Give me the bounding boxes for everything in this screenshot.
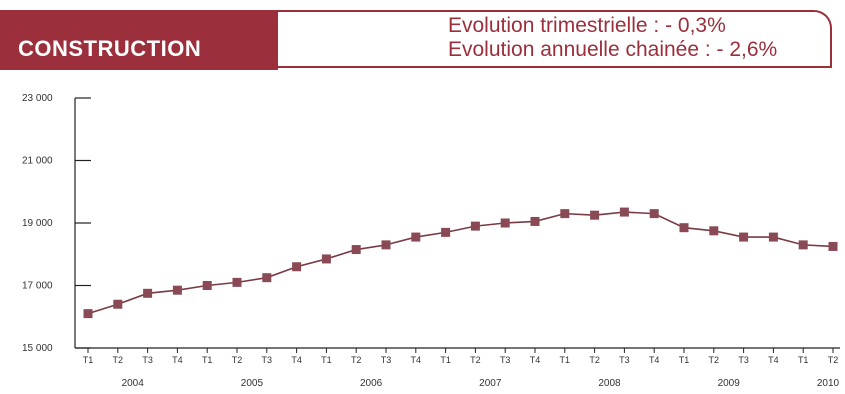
x-tick-label: T4	[411, 355, 422, 365]
annual-evolution: Evolution annuelle chainée : - 2,6%	[448, 38, 778, 61]
x-tick-label: T1	[679, 355, 690, 365]
data-point	[441, 227, 451, 237]
y-tick-label: 21 000	[22, 156, 53, 167]
data-point	[232, 277, 242, 287]
data-point	[470, 221, 480, 231]
x-tick-label: T1	[83, 355, 94, 365]
chart-header: CONSTRUCTION Evolution trimestrielle : -…	[0, 0, 845, 72]
year-label: 2006	[360, 378, 383, 389]
data-point	[768, 232, 778, 242]
data-point	[143, 288, 153, 298]
data-point	[351, 245, 361, 255]
x-tick-label: T4	[768, 355, 779, 365]
data-point	[113, 299, 123, 309]
year-label: 2007	[479, 378, 502, 389]
x-tick-label: T2	[470, 355, 481, 365]
year-label: 2008	[598, 378, 621, 389]
x-tick-label: T4	[649, 355, 660, 365]
year-label: 2009	[718, 378, 741, 389]
quarterly-evolution: Evolution trimestrielle : - 0,3%	[448, 14, 726, 37]
data-point	[381, 240, 391, 250]
title-banner: CONSTRUCTION	[0, 10, 278, 70]
data-point	[798, 240, 808, 250]
data-point	[530, 216, 540, 226]
data-point	[411, 232, 421, 242]
x-tick-label: T1	[560, 355, 571, 365]
x-tick-label: T3	[381, 355, 392, 365]
y-tick-label: 15 000	[22, 343, 53, 354]
data-point	[202, 281, 212, 290]
data-point	[292, 262, 302, 272]
x-tick-label: T4	[291, 355, 302, 365]
x-tick-label: T2	[828, 355, 839, 365]
x-tick-label: T2	[709, 355, 720, 365]
x-tick-label: T2	[589, 355, 600, 365]
sector-title: CONSTRUCTION	[18, 36, 202, 61]
x-tick-label: T3	[262, 355, 273, 365]
data-point	[709, 226, 719, 236]
x-tick-label: T2	[351, 355, 362, 365]
x-tick-label: T3	[142, 355, 153, 365]
data-point	[649, 209, 659, 219]
year-label: 2004	[122, 378, 145, 389]
x-tick-label: T1	[798, 355, 809, 365]
data-point	[262, 273, 272, 283]
x-tick-label: T3	[619, 355, 630, 365]
y-tick-label: 19 000	[22, 218, 53, 229]
x-tick-label: T4	[172, 355, 183, 365]
data-point	[619, 207, 629, 217]
data-point	[739, 232, 749, 242]
data-point	[172, 285, 182, 295]
x-tick-label: T1	[321, 355, 332, 365]
year-label: 2005	[241, 378, 264, 389]
x-tick-label: T4	[530, 355, 541, 365]
y-tick-label: 17 000	[22, 281, 53, 292]
data-point	[679, 223, 689, 233]
series-line	[87, 211, 834, 315]
data-point	[828, 241, 838, 251]
data-point	[560, 209, 570, 219]
x-tick-label: T1	[440, 355, 451, 365]
x-tick-label: T2	[113, 355, 124, 365]
x-tick-label: T3	[500, 355, 511, 365]
data-point	[500, 218, 510, 228]
x-tick-label: T2	[232, 355, 243, 365]
data-point	[321, 254, 331, 264]
data-point	[590, 210, 600, 220]
x-tick-label: T3	[738, 355, 749, 365]
evolution-box	[276, 10, 832, 68]
year-label: 2010	[817, 378, 840, 389]
y-tick-label: 23 000	[22, 93, 53, 104]
data-point	[83, 309, 93, 319]
x-tick-label: T1	[202, 355, 213, 365]
